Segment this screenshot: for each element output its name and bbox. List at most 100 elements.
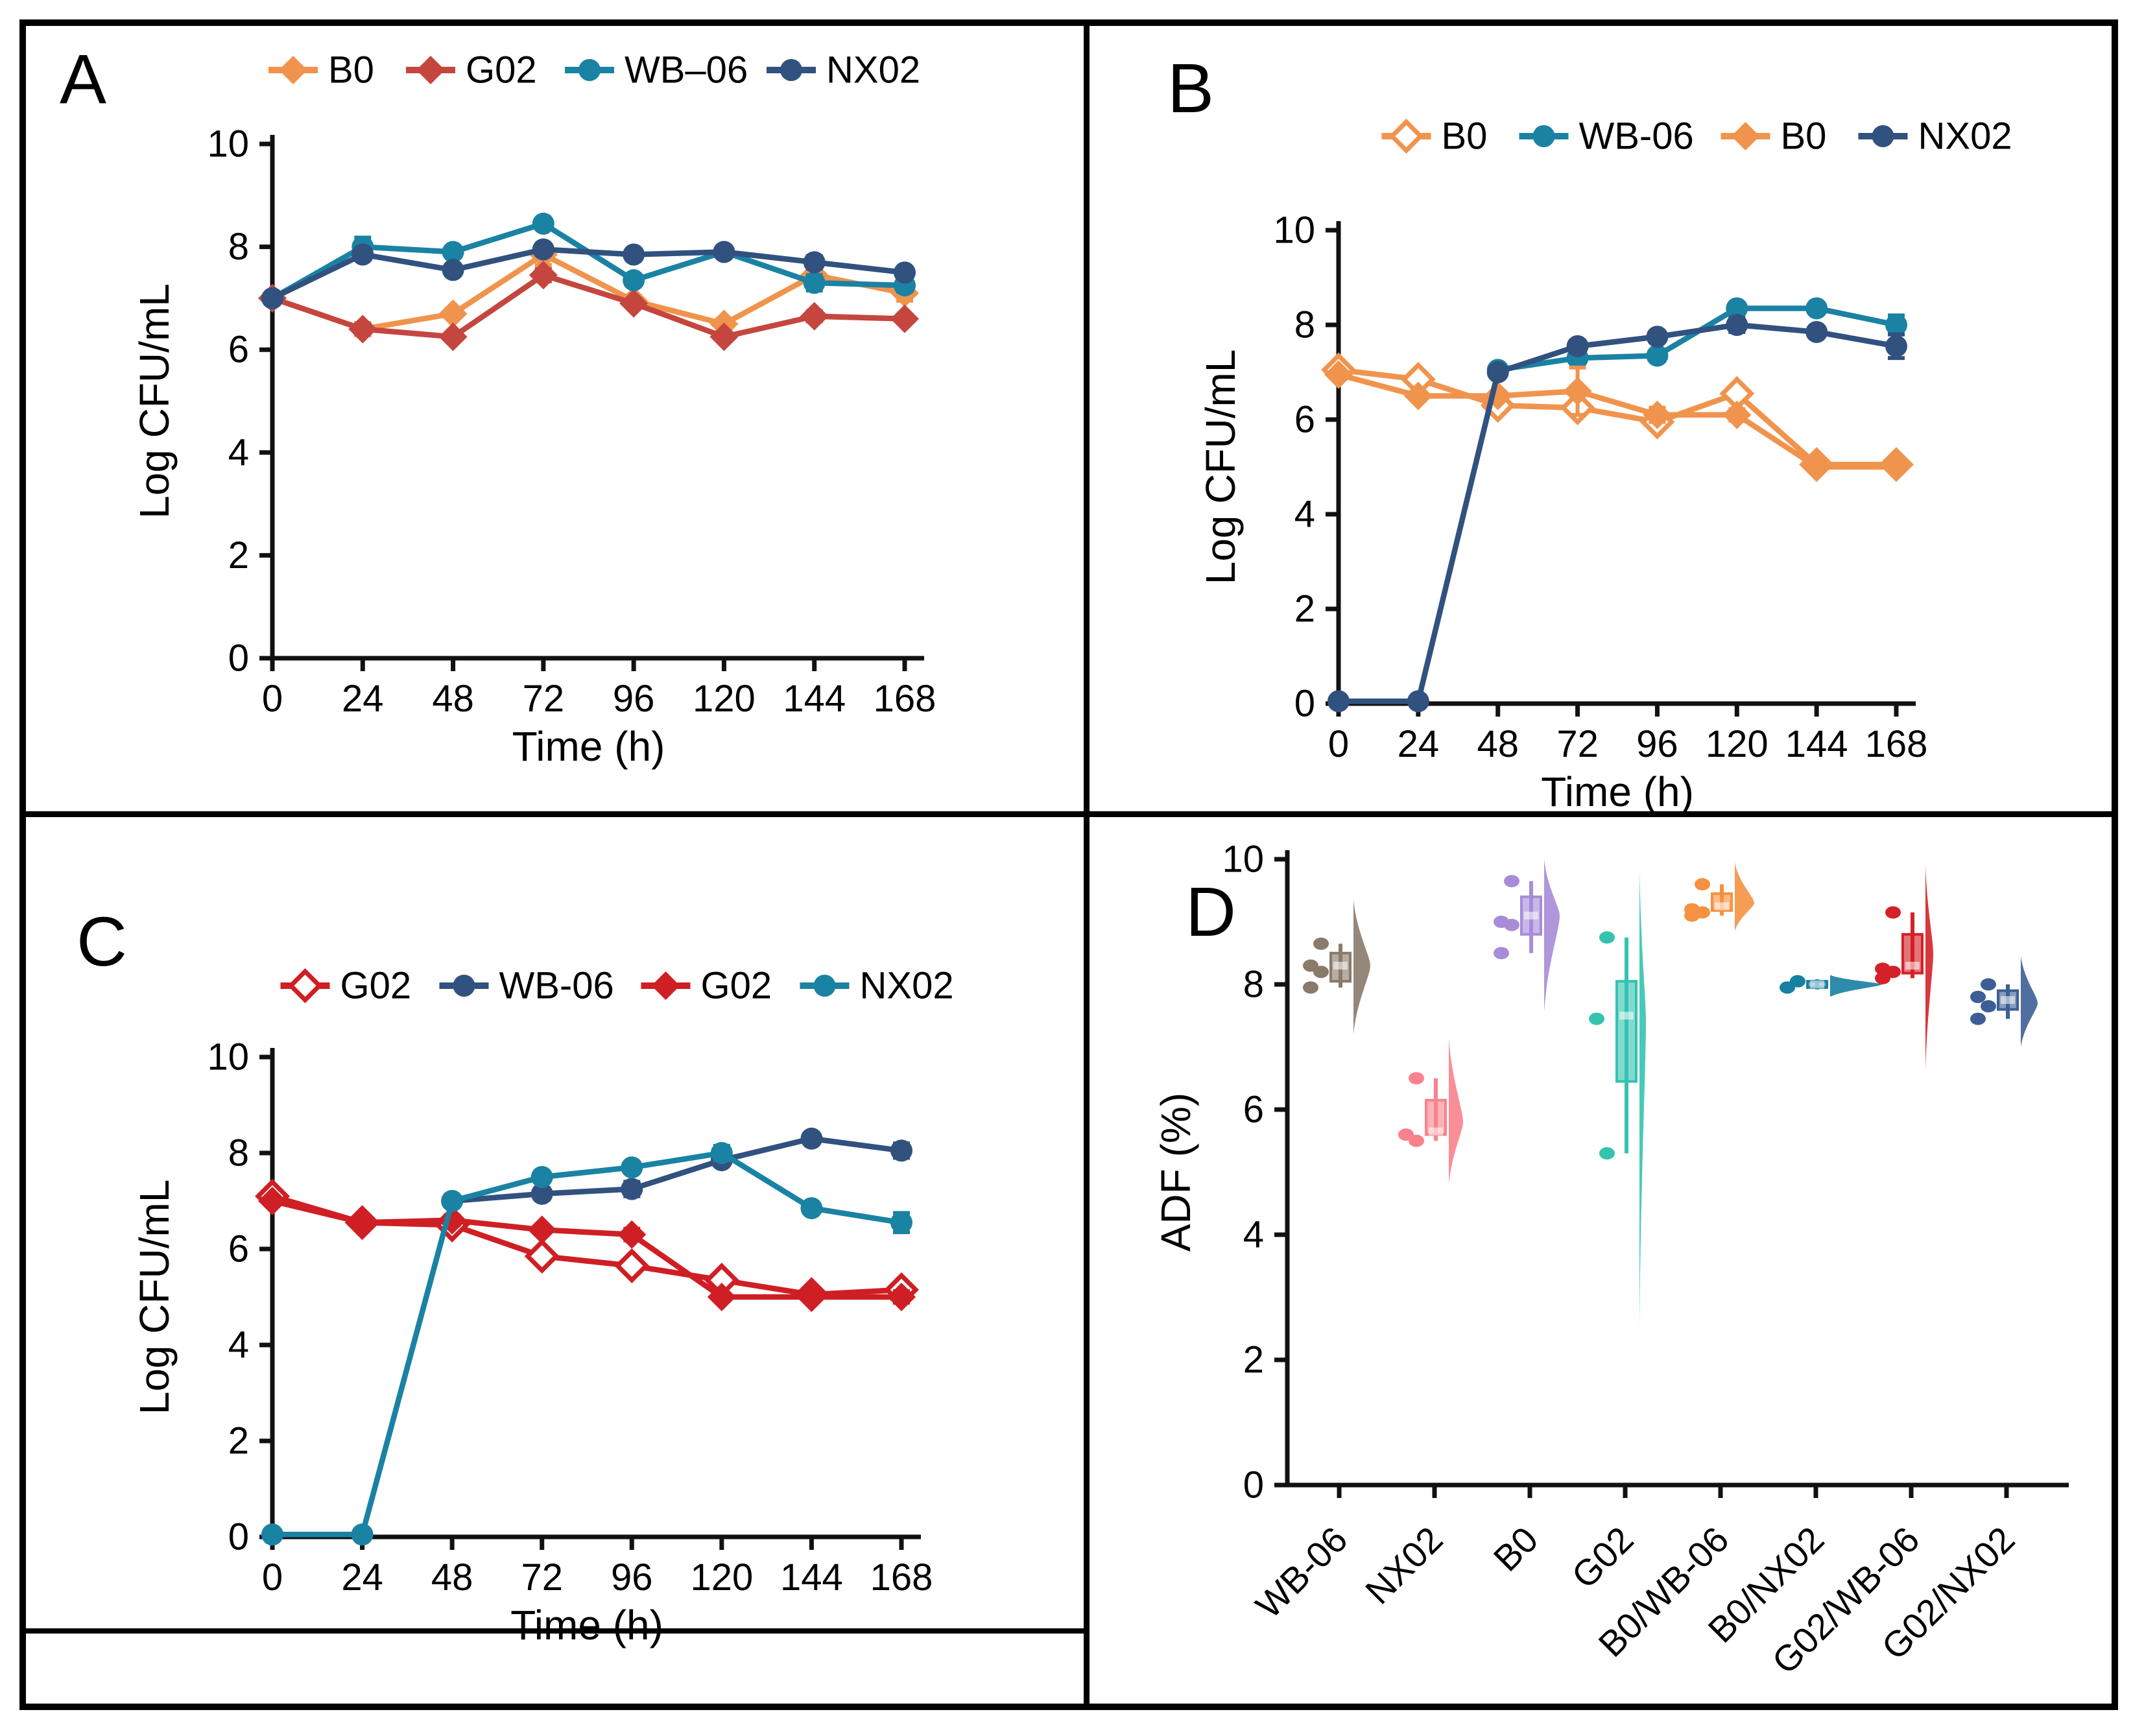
median-line (1905, 962, 1920, 970)
y-axis-title: Log CFU/mL (1197, 350, 1244, 585)
x-tick-label: 72 (523, 678, 565, 720)
y-tick-label: 4 (228, 431, 249, 473)
x-tick-label: 144 (1785, 723, 1848, 765)
data-point (1303, 981, 1318, 994)
data-point-marker (438, 322, 468, 351)
data-point (1599, 1147, 1615, 1160)
x-tick-label: 72 (521, 1556, 563, 1599)
half-violin (1925, 865, 1933, 1073)
data-point (1313, 966, 1329, 979)
legend-item: WB-06 (1519, 115, 1694, 158)
data-point-marker (713, 241, 735, 263)
x-tick-label: 96 (611, 1556, 653, 1599)
data-point (1970, 990, 1986, 1003)
data-point-marker (532, 238, 554, 261)
y-tick-label: 2 (1294, 588, 1315, 630)
panel-A-label: A (60, 40, 108, 118)
data-point (1589, 1012, 1604, 1025)
data-point-marker (416, 56, 445, 84)
panel-c-bottom-border (19, 1628, 1086, 1634)
y-tick-label: 10 (207, 1036, 249, 1078)
half-violin (1639, 868, 1646, 1329)
y-tick-label: 8 (1294, 304, 1315, 346)
data-point (1409, 1072, 1424, 1085)
data-point (1684, 909, 1700, 922)
median-line (1524, 911, 1538, 920)
data-point-marker (797, 1283, 826, 1311)
series-line (269, 252, 908, 332)
series-line (269, 1198, 905, 1300)
y-tick-label: 2 (228, 534, 249, 577)
data-point-marker (800, 1197, 823, 1220)
half-violin (1830, 975, 1882, 997)
series-line (1335, 367, 1900, 468)
data-point (1970, 1012, 1986, 1025)
legend-label: WB-06 (499, 965, 614, 1007)
x-tick-label: 168 (874, 678, 936, 720)
median-line (1333, 962, 1348, 970)
category-B0/WB-06 (1684, 862, 1754, 931)
data-point (1409, 1134, 1424, 1147)
data-point (1780, 981, 1795, 994)
x-tick-label: 96 (1636, 723, 1678, 765)
category-NX02 (1398, 1038, 1463, 1185)
y-tick-label: 8 (228, 1132, 249, 1174)
data-point-marker (709, 322, 739, 351)
data-point-marker (279, 56, 307, 84)
data-point-marker (1882, 453, 1911, 481)
data-point-marker (890, 1139, 912, 1162)
legend-label: WB–06 (625, 49, 748, 91)
data-point-marker (651, 971, 680, 1000)
x-tick-label: 120 (1706, 723, 1769, 765)
data-point-marker (1566, 335, 1589, 357)
data-point-marker (710, 1142, 733, 1164)
legend-item: NX02 (767, 49, 920, 91)
y-tick-label: 8 (228, 226, 249, 268)
data-point-marker (1805, 297, 1828, 320)
data-point-marker (614, 1248, 650, 1283)
category-B0 (1494, 859, 1560, 1013)
data-point (1875, 971, 1890, 984)
y-axis-title: Log CFU/mL (131, 1180, 178, 1415)
data-point (1981, 978, 1996, 991)
data-point-marker (1885, 335, 1907, 357)
category-B0/NX02 (1780, 975, 1882, 997)
data-point-marker (529, 261, 558, 290)
y-tick-label: 10 (207, 123, 249, 165)
x-axis-title: Time (h) (512, 723, 665, 770)
y-tick-label: 10 (1273, 209, 1315, 252)
series-line (269, 272, 908, 340)
data-point-marker (348, 315, 377, 344)
legend-label: NX02 (1918, 115, 2012, 158)
horizontal-divider (19, 811, 2118, 817)
legend-label: G02 (340, 965, 412, 1007)
series-NX02 (261, 1142, 912, 1546)
data-point-marker (621, 1156, 643, 1179)
data-point (1885, 906, 1901, 919)
x-tick-label: 0 (262, 678, 283, 720)
data-point-marker (707, 1283, 736, 1311)
data-point-marker (1407, 690, 1429, 713)
data-point-marker (1885, 314, 1907, 336)
data-point (1504, 918, 1519, 931)
data-point-marker (441, 1190, 464, 1212)
x-tick-label: 168 (870, 1556, 933, 1599)
data-point-marker (887, 1283, 916, 1311)
data-point-marker (1388, 119, 1424, 154)
data-point-marker (1643, 400, 1672, 429)
data-point-marker (1726, 297, 1748, 320)
series-line (1335, 322, 1900, 704)
y-tick-label: 0 (228, 637, 249, 680)
box (1615, 980, 1638, 1083)
y-tick-label: 6 (228, 329, 249, 371)
y-tick-label: 2 (228, 1420, 249, 1462)
legend-item: NX02 (800, 965, 954, 1007)
legend-item: NX02 (1858, 115, 2012, 158)
data-point-marker (813, 975, 836, 997)
half-violin (1353, 899, 1370, 1035)
data-point-marker (348, 1208, 377, 1237)
data-point-marker (780, 59, 802, 81)
x-category-label: G02 (1564, 1519, 1641, 1596)
series-line (1495, 305, 1900, 373)
